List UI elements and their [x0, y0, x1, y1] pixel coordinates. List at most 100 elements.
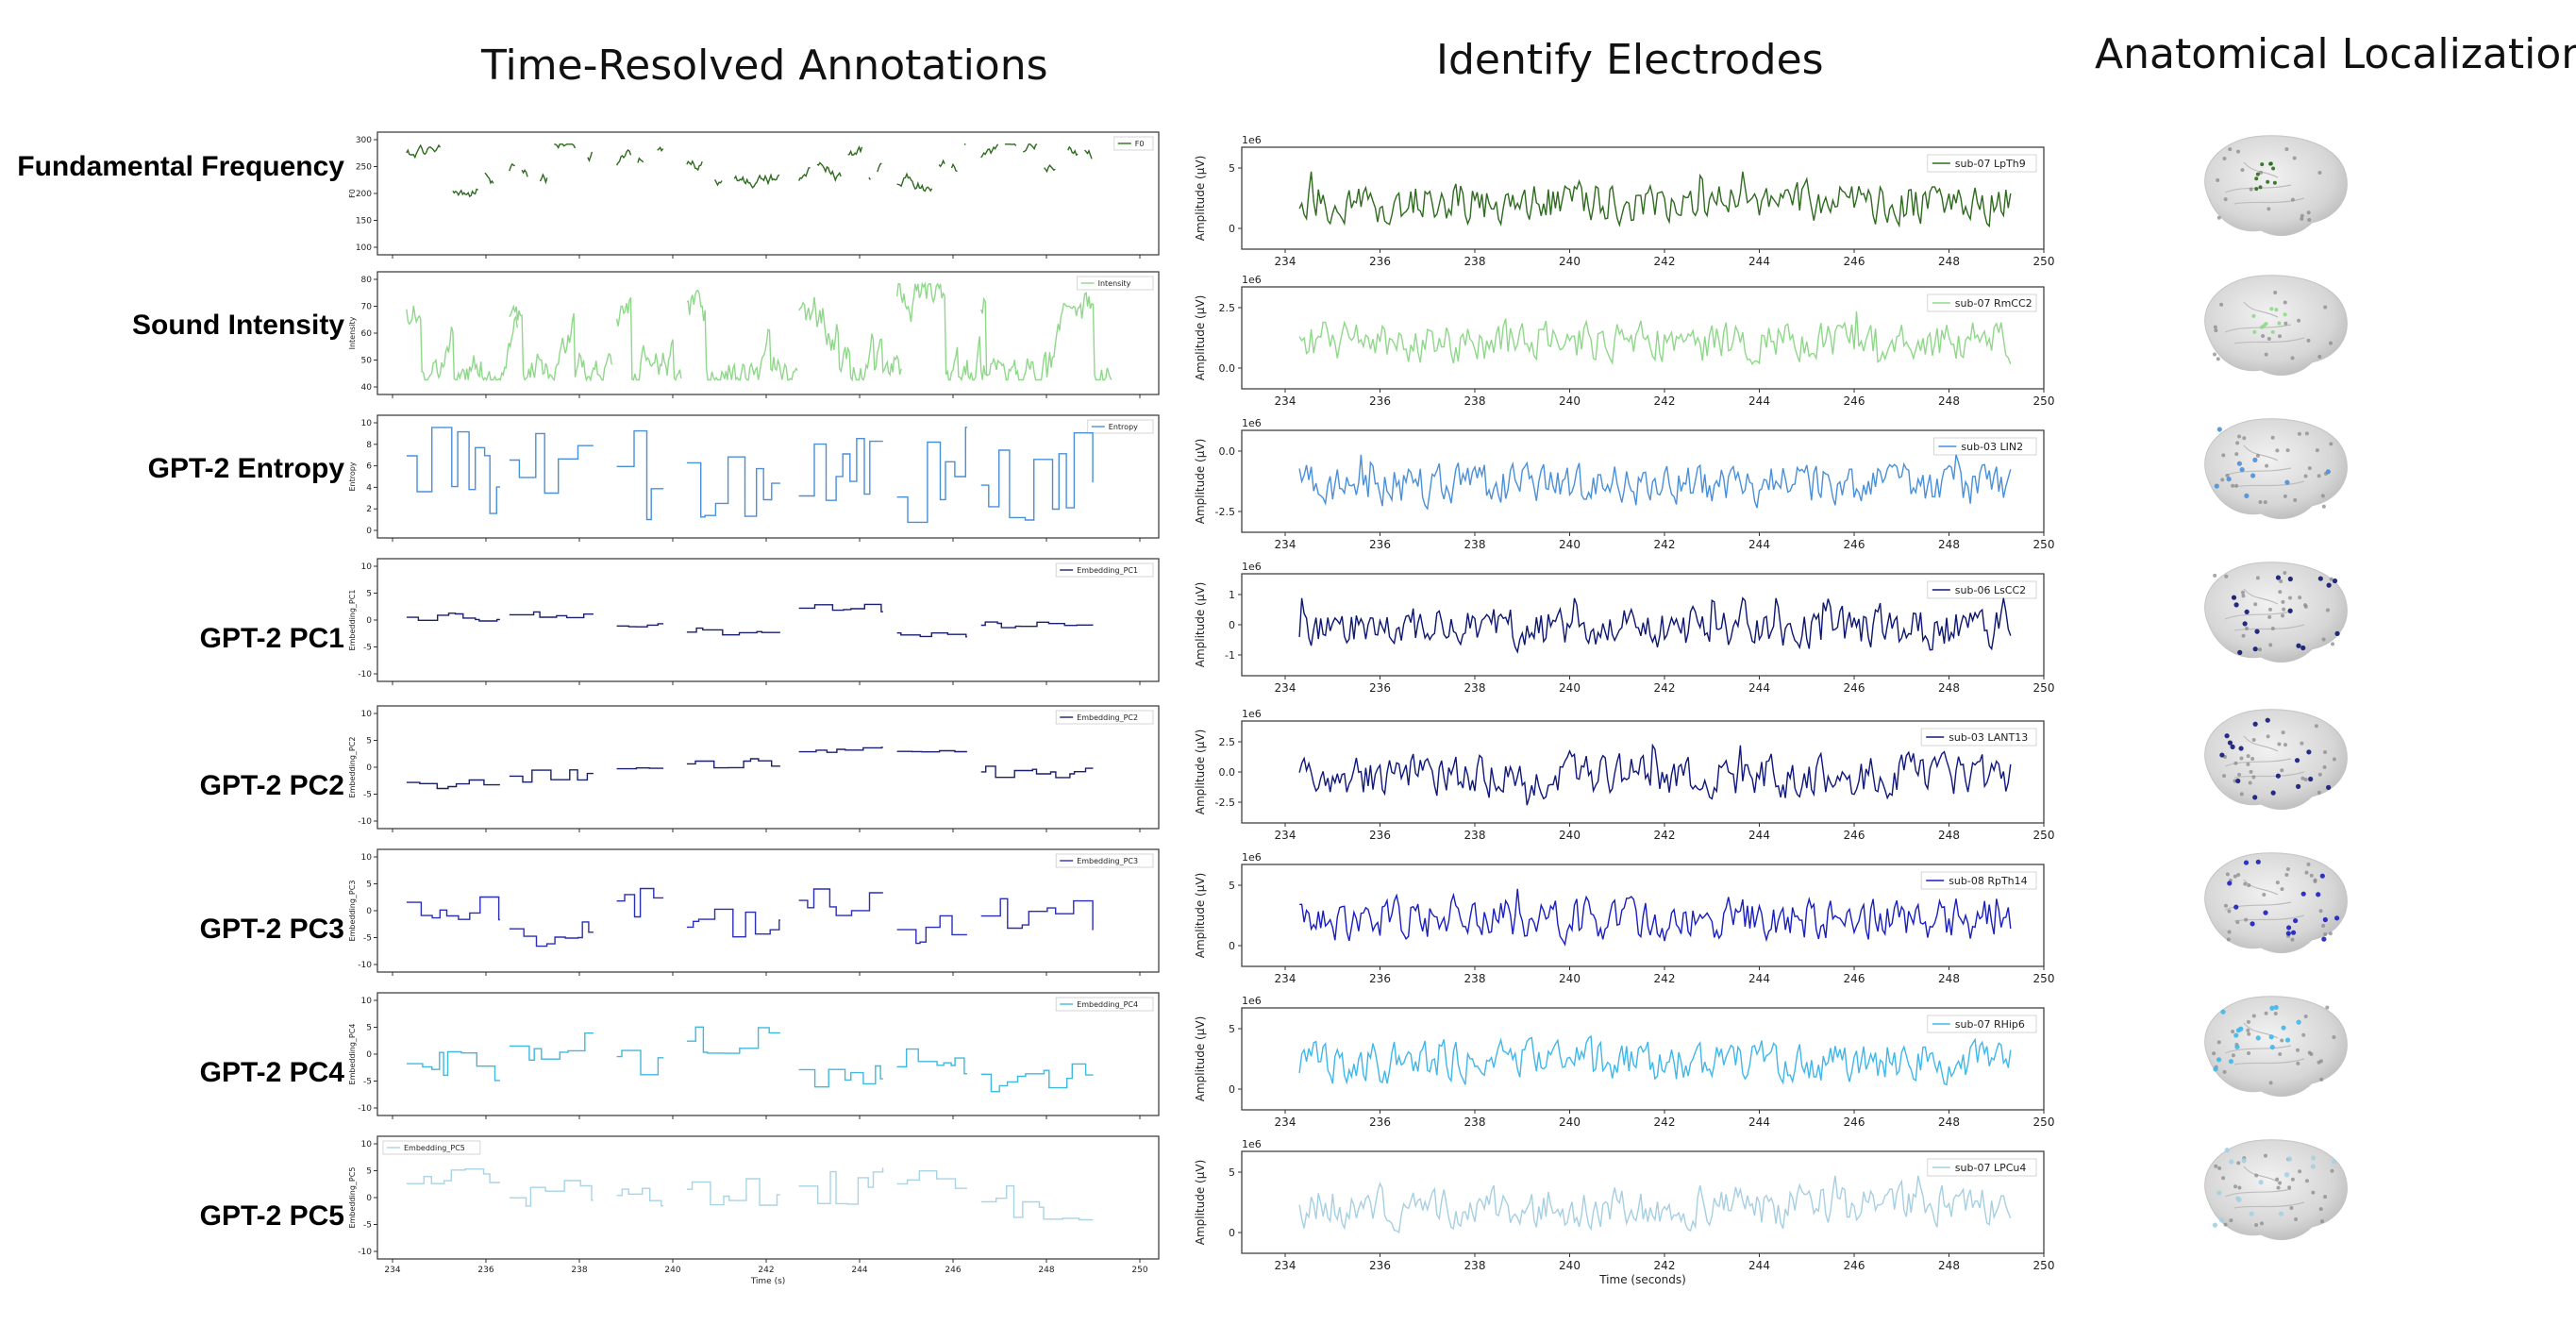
row-label: GPT-2 PC1 — [199, 623, 344, 654]
y-tick-label: 10 — [361, 1140, 373, 1149]
x-tick-label: 242 — [1654, 829, 1676, 842]
electrode-trace — [1298, 171, 2012, 228]
y-tick-label: 10 — [361, 562, 373, 572]
brain-shape — [2204, 996, 2348, 1098]
x-tick-label: 236 — [1369, 1259, 1391, 1272]
plot-frame — [1241, 1007, 2045, 1111]
brain-image — [2204, 418, 2348, 520]
electrode-plot: 1e6 Amplitude (µV) 5 0 234 236 238 240 242 244 246… — [1194, 851, 2055, 985]
y-tick-label: 1 — [1229, 589, 1235, 601]
electrode-plot: 1e6 Amplitude (µV) 5 0 234 236 238 240 242 244 246… — [1194, 134, 2055, 268]
annotation-trace — [406, 1167, 1094, 1221]
x-tick-label: 240 — [1559, 1259, 1581, 1272]
electrode-trace — [1299, 888, 2012, 947]
legend-label: sub-07 LPCu4 — [1955, 1162, 2027, 1174]
x-tick-label: 234 — [1275, 1259, 1296, 1272]
electrode-trace — [1298, 310, 2012, 366]
x-tick-label: 246 — [945, 1266, 961, 1275]
x-tick-label: 248 — [1938, 255, 1960, 268]
x-tick-label: 238 — [1464, 681, 1486, 695]
x-tick-label: 238 — [571, 1266, 587, 1275]
legend-box — [1927, 154, 2037, 173]
y-axis-label: Embedding_PC5 — [348, 1167, 357, 1229]
x-tick-label: 248 — [1938, 394, 1960, 408]
x-tick-label: 240 — [1559, 394, 1581, 408]
brain-image — [2204, 1139, 2348, 1241]
y-tick-label: 100 — [356, 243, 372, 253]
annotation-plot: 10 5 0 -5 -10 Embedding_PC2 Embedding_PC2 — [348, 705, 1160, 832]
brain-image — [2204, 275, 2348, 377]
x-tick-label: 242 — [1654, 972, 1676, 985]
plot-frame — [376, 131, 1160, 256]
y-tick-label: -10 — [358, 1248, 372, 1257]
y-tick-label: 5 — [1229, 1166, 1235, 1179]
y-tick-label: -5 — [363, 791, 372, 800]
localization-title: Anatomical Localization — [2095, 30, 2576, 78]
scale-label: 1e6 — [1242, 417, 1262, 429]
y-tick-label: 0.0 — [1219, 362, 1236, 375]
x-tick-label: 244 — [851, 1266, 867, 1275]
x-tick-label: 238 — [1464, 1116, 1486, 1129]
x-tick-label: 240 — [1559, 1116, 1581, 1129]
x-tick-label: 234 — [1275, 255, 1296, 268]
x-tick-label: 250 — [2033, 255, 2055, 268]
annotation-plot: 10 8 6 4 2 0 Entropy Entropy — [348, 414, 1160, 542]
legend-box — [1927, 580, 2037, 599]
y-tick-label: 5 — [366, 1167, 372, 1177]
x-tick-label: 234 — [384, 1266, 400, 1275]
y-tick-label: 0.0 — [1219, 766, 1236, 779]
x-tick-label: 244 — [1748, 1259, 1770, 1272]
brain-image — [2204, 996, 2348, 1098]
amplitude-label: Amplitude (µV) — [1194, 1016, 1207, 1102]
plot-frame — [376, 992, 1160, 1116]
brain-image — [2204, 562, 2348, 663]
x-tick-label: 236 — [1369, 681, 1391, 695]
x-tick-label: 242 — [1654, 255, 1676, 268]
y-tick-label: 0.0 — [1219, 445, 1236, 458]
y-axis-label: Embedding_PC2 — [348, 737, 357, 798]
brain-image — [2204, 852, 2348, 954]
scale-label: 1e6 — [1242, 561, 1262, 573]
y-tick-label: 40 — [361, 383, 373, 393]
annotation-trace — [406, 603, 1094, 638]
plot-frame — [376, 1135, 1160, 1260]
legend-box — [1055, 710, 1154, 725]
x-tick-label: 238 — [1464, 538, 1486, 551]
x-tick-label: 244 — [1748, 394, 1770, 408]
x-tick-label: 242 — [1654, 394, 1676, 408]
y-tick-label: 0 — [366, 527, 372, 536]
y-tick-label: -10 — [358, 961, 372, 970]
x-tick-label: 244 — [1748, 255, 1770, 268]
x-tick-label: 244 — [1748, 829, 1770, 842]
x-tick-label: 250 — [2033, 394, 2055, 408]
scale-label: 1e6 — [1242, 851, 1262, 864]
x-tick-label: 250 — [2033, 829, 2055, 842]
y-tick-label: -10 — [358, 1104, 372, 1114]
y-tick-label: 300 — [356, 136, 372, 145]
x-tick-label: 244 — [1748, 1116, 1770, 1129]
x-tick-label: 240 — [1559, 681, 1581, 695]
x-tick-label: 240 — [1559, 972, 1581, 985]
legend-label: Embedding_PC4 — [1077, 1000, 1138, 1009]
x-tick-label: 236 — [1369, 1116, 1391, 1129]
annotations-title: Time-Resolved Annotations — [481, 42, 1048, 90]
x-tick-label: 246 — [1844, 394, 1865, 408]
legend-label: sub-03 LIN2 — [1961, 441, 2023, 453]
x-tick-label: 242 — [758, 1266, 774, 1275]
x-tick-label: 250 — [2033, 972, 2055, 985]
annotation-trace — [406, 1026, 1094, 1093]
x-axis-label: Time (s) — [750, 1277, 786, 1286]
brain-shape — [2204, 852, 2348, 954]
y-tick-label: -5 — [363, 1221, 372, 1231]
legend-label: Embedding_PC3 — [1077, 857, 1138, 865]
electrode-plot: 1e6 Amplitude (µV) 5 0 234 236 238 240 242 244 246… — [1194, 995, 2054, 1129]
y-tick-label: 0 — [366, 907, 372, 916]
x-tick-label: 242 — [1654, 1259, 1676, 1272]
legend-label: Intensity — [1098, 279, 1131, 288]
plot-frame — [1241, 286, 2045, 390]
x-tick-label: 234 — [1275, 972, 1296, 985]
y-tick-label: 2.5 — [1219, 302, 1236, 314]
y-tick-label: -5 — [363, 934, 372, 944]
annotation-trace — [406, 887, 1094, 948]
y-tick-label: 10 — [361, 853, 373, 863]
